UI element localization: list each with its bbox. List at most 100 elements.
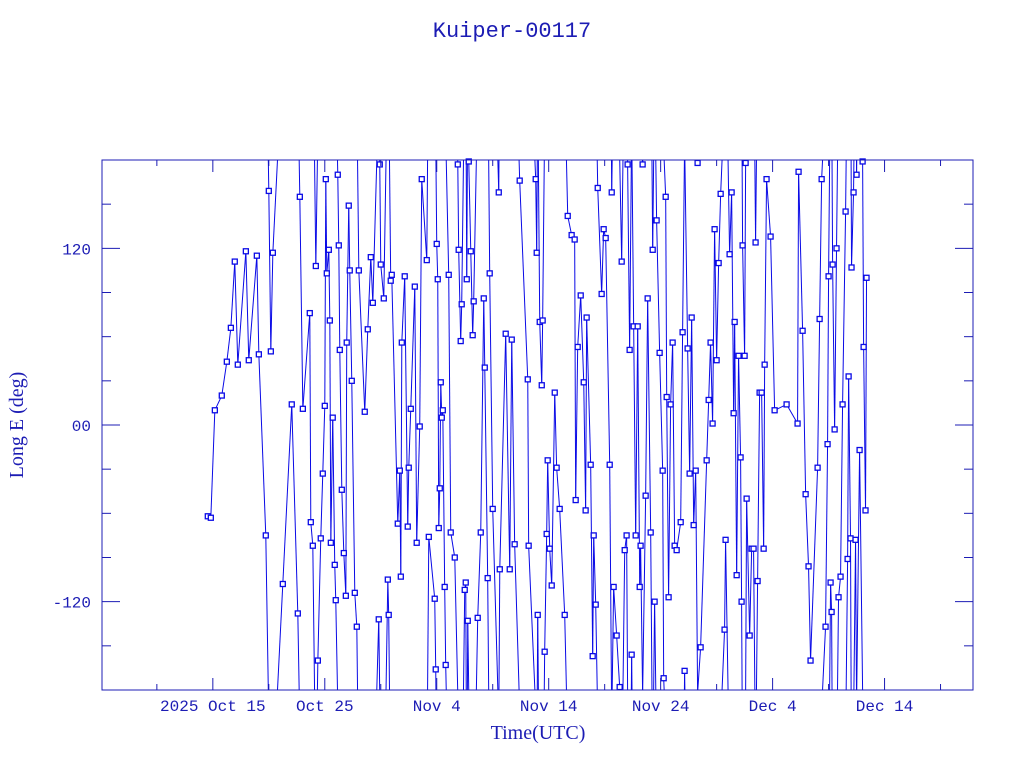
series-segment	[565, 159, 569, 216]
series-segment	[645, 298, 649, 496]
data-point	[730, 410, 737, 417]
series-segment	[391, 274, 399, 524]
series-segment	[725, 539, 729, 691]
data-point	[480, 295, 487, 302]
series-segment	[828, 159, 831, 277]
data-point	[662, 193, 669, 200]
data-point	[707, 339, 714, 346]
data-point	[794, 420, 801, 427]
data-point	[364, 326, 371, 333]
data-point	[464, 617, 471, 624]
series-segment	[817, 318, 821, 468]
data-point	[673, 546, 680, 554]
series-segment	[309, 313, 312, 523]
data-point	[387, 277, 394, 284]
data-point	[623, 532, 630, 539]
data-point	[322, 175, 329, 183]
data-point	[771, 407, 778, 414]
data-point	[847, 535, 854, 542]
series-segment	[746, 498, 751, 636]
data-point	[416, 423, 423, 430]
data-point	[636, 583, 643, 591]
data-point	[441, 583, 448, 591]
x-tick-label: Oct 25	[296, 698, 354, 716]
series-segment	[829, 582, 832, 691]
series-segment	[697, 647, 702, 691]
series-segment	[416, 426, 421, 543]
series-segment	[840, 404, 844, 577]
data-point	[763, 175, 770, 183]
series-segment	[865, 277, 868, 511]
data-point	[594, 184, 601, 192]
data-point	[253, 252, 260, 259]
data-point	[852, 536, 859, 543]
series-segment	[407, 467, 410, 527]
data-point	[600, 226, 607, 233]
series-segment	[738, 355, 742, 458]
data-point	[634, 323, 641, 330]
series-segment	[847, 376, 850, 559]
x-tick-label: Nov 14	[520, 698, 578, 716]
data-point	[713, 357, 720, 364]
data-point	[679, 329, 686, 336]
data-point	[592, 601, 599, 608]
data-point	[628, 651, 635, 658]
series-segment	[797, 171, 800, 424]
data-point	[543, 530, 550, 538]
series-segment	[367, 257, 372, 330]
series-segment	[210, 410, 216, 518]
data-point	[616, 683, 623, 691]
data-point	[863, 274, 870, 281]
series-segment	[819, 179, 823, 320]
series-segment	[586, 317, 592, 465]
data-point	[319, 470, 326, 477]
axis-ticks: 2025 Oct 15 Oct 25 Nov 4 Nov 14 Nov 24 Dec 4 D…	[53, 160, 973, 716]
series-segment	[379, 164, 382, 265]
data-point	[447, 529, 454, 536]
data-point	[242, 248, 250, 255]
series-segment	[445, 664, 447, 691]
data-point	[758, 389, 765, 396]
data-point	[783, 401, 790, 408]
data-point	[684, 345, 691, 352]
data-point	[454, 161, 461, 168]
series-segment	[810, 467, 819, 661]
series-segment	[330, 417, 334, 543]
data-point	[307, 519, 314, 526]
series-segment	[505, 333, 511, 570]
data-point	[407, 405, 414, 412]
data-point	[411, 283, 418, 290]
chart-title: Kuiper-00117	[433, 19, 591, 44]
data-point	[546, 545, 553, 552]
series-segment	[585, 317, 588, 511]
data-point	[323, 270, 330, 277]
series-segment	[597, 187, 603, 294]
data-point	[397, 573, 404, 580]
data-point	[767, 233, 774, 240]
series-segment	[341, 489, 345, 554]
series-segment	[234, 261, 239, 365]
series-segment	[328, 249, 331, 321]
series-segment	[378, 619, 381, 691]
data-point	[207, 514, 214, 521]
series-segment	[827, 276, 830, 445]
series-segment	[832, 264, 836, 430]
series-segment	[320, 473, 324, 539]
data-point	[548, 582, 555, 589]
series-segment	[534, 159, 537, 180]
series-segment	[755, 159, 757, 243]
series-segment	[633, 326, 637, 536]
data-point	[564, 212, 571, 220]
series-segment	[731, 192, 735, 414]
series-segment	[499, 333, 507, 570]
series-segment	[329, 320, 332, 543]
series-segment	[335, 600, 338, 691]
data-point	[384, 576, 391, 583]
series-segment	[619, 159, 623, 262]
series-segment	[845, 558, 849, 691]
x-tick-label: 2025 Oct 15	[160, 698, 266, 716]
series-segment	[358, 270, 366, 412]
series-segment	[848, 376, 852, 539]
data-point	[541, 648, 548, 655]
